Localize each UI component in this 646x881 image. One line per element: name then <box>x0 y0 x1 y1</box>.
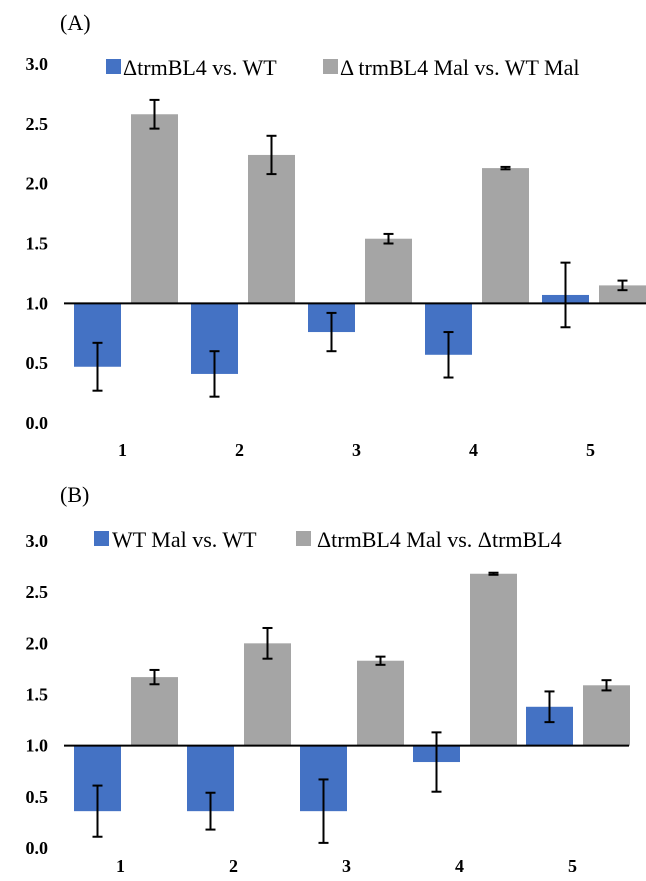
legend-a: ΔtrmBL4 vs. WT Δ trmBL4 Mal vs. WT Mal <box>106 55 579 80</box>
y-tick-label: 2.5 <box>26 114 49 134</box>
y-axis-b: 0.0 0.5 1.0 1.5 2.0 2.5 3.0 <box>26 531 49 858</box>
x-tick-label: 1 <box>118 440 127 460</box>
x-tick-label: 3 <box>342 856 351 876</box>
y-tick-label: 3.0 <box>26 54 49 74</box>
y-tick-label: 1.0 <box>26 736 49 756</box>
x-tick-label: 2 <box>229 856 238 876</box>
x-tick-label: 5 <box>586 440 595 460</box>
legend-label-b-series-1: WT Mal vs. WT <box>112 527 257 552</box>
legend-label-a-series-2: Δ trmBL4 Mal vs. WT Mal <box>340 55 579 80</box>
panel-label-a: (A) <box>60 10 91 35</box>
x-tick-label: 3 <box>352 440 361 460</box>
bar-b-s2-cat5 <box>583 685 630 746</box>
chart-panel-a: (A) ΔtrmBL4 vs. WT Δ trmBL4 Mal vs. WT M… <box>26 10 646 460</box>
legend-label-b-series-2: ΔtrmBL4 Mal vs. ΔtrmBL4 <box>317 527 562 552</box>
legend-swatch-b-series-2 <box>296 531 311 546</box>
y-axis-a: 0.0 0.5 1.0 1.5 2.0 2.5 3.0 <box>26 54 49 433</box>
bar-b-s2-cat4 <box>470 573 517 746</box>
bar-a-s2-cat1 <box>131 114 178 304</box>
bar-b-s2-cat1 <box>131 677 178 746</box>
y-tick-label: 0.0 <box>26 413 49 433</box>
legend-swatch-b-series-1 <box>94 531 109 546</box>
y-tick-label: 2.5 <box>26 582 49 602</box>
y-tick-label: 3.0 <box>26 531 49 551</box>
bar-a-s2-cat5 <box>599 285 646 304</box>
legend-label-a-series-1: ΔtrmBL4 vs. WT <box>123 55 277 80</box>
y-tick-label: 1.0 <box>26 293 49 313</box>
y-tick-label: 0.0 <box>26 838 49 858</box>
legend-b: WT Mal vs. WT ΔtrmBL4 Mal vs. ΔtrmBL4 <box>94 527 562 552</box>
x-tick-label: 1 <box>116 856 125 876</box>
bar-a-s2-cat4 <box>482 168 529 304</box>
y-tick-label: 2.0 <box>26 174 49 194</box>
panel-label-b: (B) <box>60 482 89 507</box>
x-tick-label: 4 <box>469 440 478 460</box>
y-tick-label: 0.5 <box>26 353 49 373</box>
bars-a <box>74 98 646 398</box>
y-tick-label: 1.5 <box>26 234 49 254</box>
y-tick-label: 2.0 <box>26 633 49 653</box>
x-tick-label: 2 <box>235 440 244 460</box>
y-tick-label: 0.5 <box>26 787 49 807</box>
bar-b-s2-cat3 <box>357 660 404 746</box>
x-axis-a: 1 2 3 4 5 <box>118 440 595 460</box>
chart-panel-b: (B) WT Mal vs. WT ΔtrmBL4 Mal vs. ΔtrmBL… <box>26 482 630 876</box>
x-tick-label: 4 <box>455 856 464 876</box>
bar-a-s2-cat2 <box>248 154 295 304</box>
y-tick-label: 1.5 <box>26 685 49 705</box>
bars-b <box>74 571 630 844</box>
x-tick-label: 5 <box>568 856 577 876</box>
bar-a-s2-cat3 <box>365 238 412 304</box>
bar-b-s2-cat2 <box>244 643 291 746</box>
x-axis-b: 1 2 3 4 5 <box>116 856 577 876</box>
legend-swatch-a-series-1 <box>106 59 121 74</box>
legend-swatch-a-series-2 <box>323 59 338 74</box>
